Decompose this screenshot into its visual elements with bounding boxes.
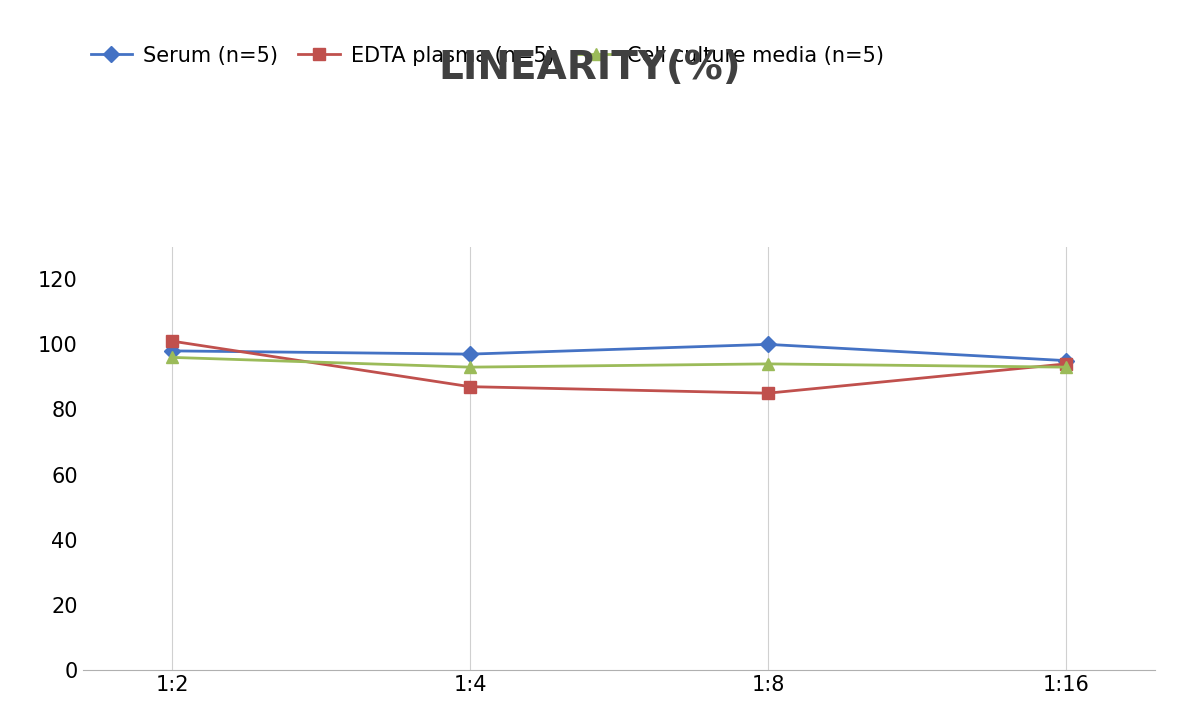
- EDTA plasma (n=5): [1059, 360, 1073, 368]
- Cell culture media (n=5): [760, 360, 775, 368]
- Serum (n=5): [1059, 357, 1073, 365]
- Line: Serum (n=5): Serum (n=5): [166, 339, 1072, 366]
- EDTA plasma (n=5): [760, 389, 775, 398]
- Serum (n=5): [165, 347, 179, 355]
- EDTA plasma (n=5): [463, 382, 477, 391]
- Cell culture media (n=5): [1059, 363, 1073, 372]
- EDTA plasma (n=5): [165, 337, 179, 345]
- Cell culture media (n=5): [463, 363, 477, 372]
- Serum (n=5): [463, 350, 477, 358]
- Legend: Serum (n=5), EDTA plasma (n=5), Cell culture media (n=5): Serum (n=5), EDTA plasma (n=5), Cell cul…: [83, 37, 893, 74]
- Serum (n=5): [760, 340, 775, 348]
- Line: EDTA plasma (n=5): EDTA plasma (n=5): [166, 336, 1072, 399]
- Line: Cell culture media (n=5): Cell culture media (n=5): [166, 352, 1072, 373]
- Text: LINEARITY(%): LINEARITY(%): [439, 49, 740, 87]
- Cell culture media (n=5): [165, 353, 179, 362]
